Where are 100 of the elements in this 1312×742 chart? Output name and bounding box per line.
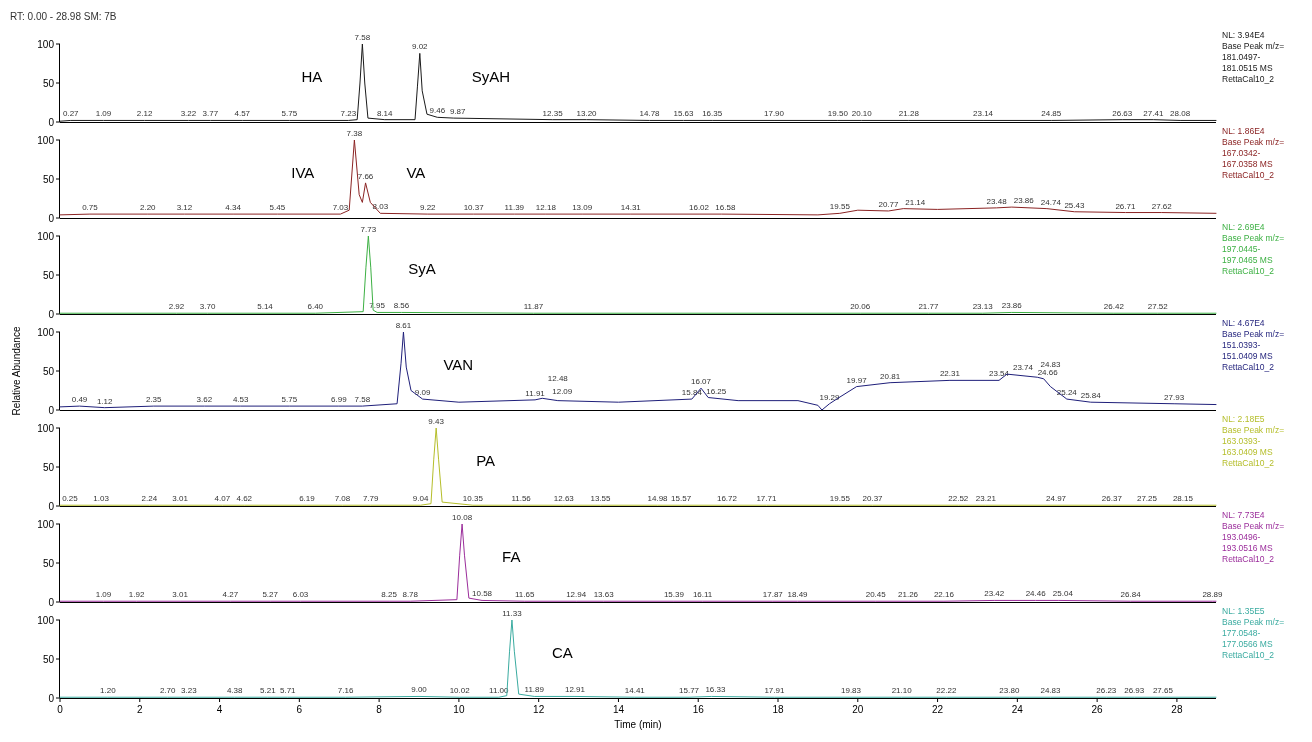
- x-tick-label: 12: [533, 704, 545, 715]
- annotation: 4.38: [226, 686, 244, 696]
- annotation: 10.37: [463, 203, 485, 213]
- annotation: 16.07: [691, 377, 712, 387]
- y-tick-label: 50: [42, 269, 55, 281]
- x-axis-title: Time (min): [614, 719, 662, 730]
- annotation: 9.09: [414, 388, 431, 398]
- annotation: 0.27: [62, 109, 80, 119]
- x-tick-label: 24: [1011, 704, 1024, 715]
- annotation: 2.92: [168, 302, 185, 312]
- annotation: 24.83: [1040, 686, 1062, 696]
- annotation: 24.46: [1025, 589, 1047, 599]
- text: 167.0358 MS: [1222, 159, 1273, 169]
- annotation: 11.39: [504, 203, 525, 213]
- y-tick-label: 50: [42, 173, 55, 185]
- annotation: CA: [551, 644, 573, 662]
- annotation: 11.56: [511, 494, 532, 504]
- annotation: 6.19: [299, 494, 316, 504]
- text: 167.0342-: [1222, 148, 1261, 158]
- annotation: 1.09: [95, 590, 112, 600]
- annotation: 5.75: [281, 109, 298, 119]
- annotation: 8.78: [402, 590, 419, 600]
- annotation: 16.11: [692, 590, 713, 600]
- x-tick-label: 8: [376, 704, 383, 715]
- text: RettaCal10_2: [1222, 170, 1275, 180]
- annotation: 1.20: [100, 686, 117, 696]
- y-tick-label: 0: [48, 212, 55, 224]
- annotation: 2.70: [159, 686, 177, 696]
- annotation: 19.97: [846, 375, 868, 385]
- text: 163.0393-: [1222, 436, 1261, 446]
- text: 163.0409 MS: [1222, 447, 1273, 457]
- annotation: 11.89: [524, 685, 545, 695]
- annotation: PA: [476, 452, 496, 470]
- annotation: 9.87: [449, 107, 467, 117]
- annotation: 23.14: [973, 109, 994, 119]
- text: 177.0566 MS: [1222, 639, 1273, 649]
- annotation: 25.24: [1056, 388, 1078, 398]
- annotation: 27.52: [1147, 302, 1169, 312]
- x-tick-label: 20: [852, 704, 864, 715]
- annotation: 7.38: [346, 129, 363, 138]
- y-tick-label: 100: [37, 326, 55, 338]
- annotation: 15.77: [679, 686, 700, 696]
- y-tick-label: 50: [42, 557, 55, 569]
- annotation: 22.31: [939, 369, 961, 379]
- annotation: 11.65: [514, 590, 535, 600]
- chart-title: RT: 0.00 - 28.98 SM: 7B: [10, 11, 117, 22]
- annotation: 26.37: [1101, 494, 1123, 504]
- y-tick-label: 0: [48, 404, 55, 416]
- annotation: 11.91: [525, 388, 546, 398]
- annotation: 26.84: [1120, 590, 1142, 600]
- text: 181.0515 MS: [1222, 63, 1273, 73]
- annotation: 6.99: [331, 395, 348, 405]
- annotation: 19.55: [829, 494, 851, 504]
- annotation: 5.71: [279, 686, 297, 696]
- line-series: [59, 139, 1217, 216]
- annotation: 9.04: [412, 494, 429, 504]
- annotation: 20.10: [851, 109, 873, 119]
- annotation: 7.66: [357, 171, 374, 181]
- annotation: 7.79: [362, 494, 380, 504]
- annotation: 0.25: [62, 494, 79, 504]
- annotation: 5.27: [262, 590, 279, 600]
- x-tick-label: 28: [1171, 704, 1183, 715]
- text: NL: 1.35E5: [1222, 606, 1265, 616]
- annotation: 24.74: [1040, 197, 1062, 207]
- text: Base Peak m/z=: [1222, 617, 1285, 627]
- annotation: HA: [301, 68, 323, 86]
- x-tick-label: 14: [612, 704, 625, 715]
- line-series: [59, 331, 1217, 411]
- annotation: 21.26: [898, 590, 919, 600]
- annotation: 26.42: [1103, 302, 1125, 312]
- text: Base Peak m/z=: [1222, 521, 1285, 531]
- annotation: 23.54: [988, 369, 1010, 379]
- x-tick-label: 6: [296, 704, 303, 715]
- x-tick-label: 4: [216, 704, 223, 715]
- annotation: 19.50: [827, 109, 849, 119]
- annotation: 8.56: [393, 301, 410, 311]
- annotation: 6.03: [292, 590, 309, 600]
- text: NL: 4.67E4: [1222, 318, 1265, 328]
- annotation: 4.53: [232, 395, 250, 405]
- text: RettaCal10_2: [1222, 266, 1275, 276]
- annotation: 28.08: [1170, 109, 1191, 119]
- annotation: 19.55: [829, 202, 851, 212]
- annotation: 4.34: [225, 203, 242, 213]
- annotation: 7.58: [354, 33, 371, 42]
- annotation: 13.63: [593, 590, 615, 600]
- annotation: 7.16: [337, 686, 354, 696]
- annotation: 24.97: [1046, 494, 1067, 504]
- annotation: 18.49: [787, 590, 809, 600]
- annotation: IVA: [291, 164, 315, 182]
- annotation: 9.22: [419, 203, 437, 213]
- x-tick-label: 22: [932, 704, 944, 715]
- annotation: 16.02: [689, 203, 710, 213]
- annotation: 4.57: [234, 109, 251, 119]
- annotation: 15.63: [673, 109, 695, 119]
- annotation: 27.25: [1136, 494, 1158, 504]
- line-series: [59, 235, 1217, 314]
- annotation: 2.24: [141, 494, 158, 504]
- annotation: 25.84: [1080, 391, 1102, 401]
- annotation: 20.81: [880, 371, 901, 381]
- y-tick-label: 100: [37, 38, 55, 50]
